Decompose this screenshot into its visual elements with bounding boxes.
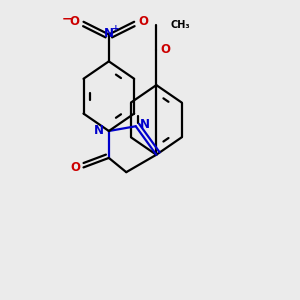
Text: O: O: [161, 43, 171, 56]
Text: O: O: [139, 15, 149, 28]
Text: N: N: [140, 118, 150, 131]
Text: +: +: [112, 24, 120, 33]
Text: O: O: [69, 15, 79, 28]
Text: CH₃: CH₃: [171, 20, 190, 30]
Text: O: O: [70, 161, 81, 174]
Text: −: −: [62, 12, 72, 25]
Text: N: N: [94, 124, 104, 137]
Text: N: N: [104, 27, 114, 40]
